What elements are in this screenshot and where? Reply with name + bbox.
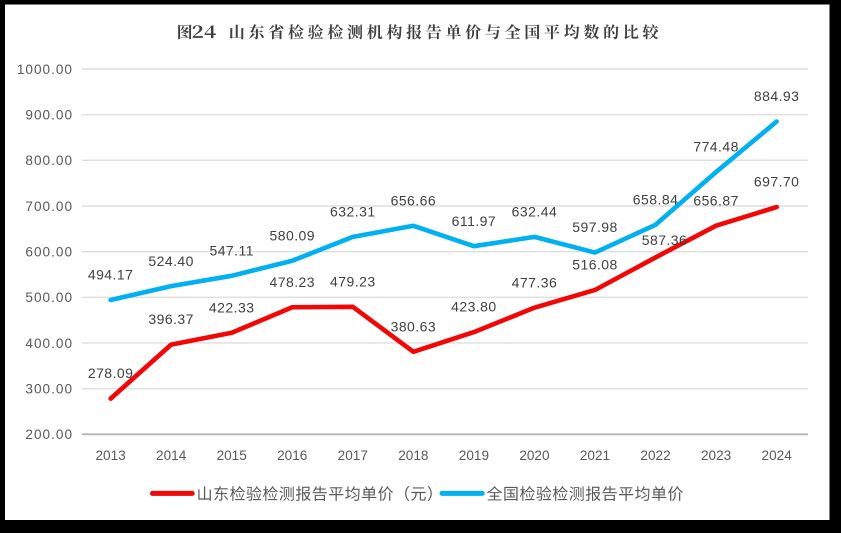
- svg-text:600.00: 600.00: [25, 244, 73, 259]
- svg-text:478.23: 478.23: [269, 274, 315, 290]
- svg-text:580.09: 580.09: [269, 227, 315, 243]
- svg-text:2023: 2023: [701, 448, 731, 463]
- svg-text:524.40: 524.40: [148, 253, 194, 269]
- svg-text:2021: 2021: [580, 448, 610, 463]
- svg-text:2016: 2016: [277, 448, 307, 463]
- svg-text:2014: 2014: [156, 448, 187, 463]
- svg-text:656.66: 656.66: [391, 192, 437, 208]
- svg-text:611.97: 611.97: [452, 213, 496, 229]
- svg-text:278.09: 278.09: [88, 365, 134, 381]
- svg-text:423.80: 423.80: [451, 299, 497, 315]
- svg-text:200.00: 200.00: [25, 427, 73, 442]
- svg-text:547.11: 547.11: [209, 242, 253, 258]
- svg-text:1000.00: 1000.00: [17, 62, 73, 77]
- svg-text:479.23: 479.23: [330, 273, 376, 289]
- svg-text:597.98: 597.98: [572, 219, 618, 235]
- svg-text:900.00: 900.00: [25, 107, 73, 122]
- svg-text:800.00: 800.00: [25, 153, 73, 168]
- svg-text:2020: 2020: [519, 448, 550, 463]
- svg-text:656.87: 656.87: [693, 192, 739, 208]
- svg-text:516.08: 516.08: [572, 257, 618, 273]
- svg-text:2022: 2022: [640, 448, 670, 463]
- svg-text:380.63: 380.63: [391, 318, 437, 334]
- svg-text:300.00: 300.00: [25, 381, 73, 396]
- svg-text:884.93: 884.93: [754, 88, 800, 104]
- svg-text:396.37: 396.37: [148, 311, 194, 327]
- svg-text:632.44: 632.44: [512, 203, 558, 219]
- svg-text:587.36: 587.36: [642, 232, 688, 248]
- svg-text:2013: 2013: [95, 448, 125, 463]
- svg-text:422.33: 422.33: [209, 299, 255, 315]
- svg-text:632.31: 632.31: [330, 204, 376, 220]
- svg-text:477.36: 477.36: [512, 274, 558, 290]
- svg-text:2018: 2018: [398, 448, 428, 463]
- svg-text:2015: 2015: [217, 448, 247, 463]
- svg-text:2017: 2017: [338, 448, 368, 463]
- svg-text:2024: 2024: [762, 448, 793, 463]
- svg-text:2019: 2019: [459, 448, 489, 463]
- svg-text:697.70: 697.70: [754, 174, 800, 190]
- svg-text:774.48: 774.48: [693, 139, 739, 155]
- svg-text:494.17: 494.17: [88, 267, 134, 283]
- svg-text:700.00: 700.00: [25, 199, 73, 214]
- svg-text:658.84: 658.84: [633, 191, 679, 207]
- svg-text:400.00: 400.00: [25, 336, 73, 351]
- svg-text:500.00: 500.00: [25, 290, 73, 305]
